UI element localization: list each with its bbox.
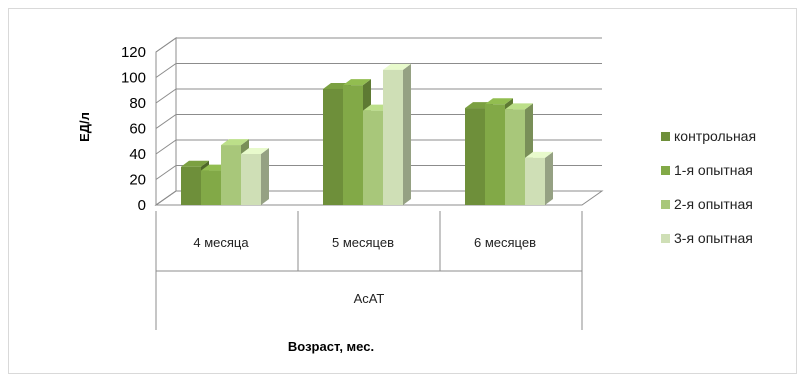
legend-swatch (661, 132, 670, 141)
x-tick-label: 6 месяцев (474, 235, 536, 250)
bar (485, 104, 505, 205)
x-axis-title: Возраст, мес. (288, 339, 374, 354)
y-tick-labels: 0 20 40 60 80 100 120 (121, 44, 146, 214)
bar-top (485, 98, 513, 105)
bar-side (261, 148, 269, 205)
bar-top (241, 148, 269, 154)
x-tick-label: 5 месяцев (332, 235, 394, 250)
bar (363, 110, 383, 205)
y-axis-title: ЕД/л (77, 112, 92, 142)
bar-top (383, 63, 411, 70)
bar-top (221, 139, 249, 146)
legend-label: 2-я опытная (674, 196, 753, 212)
bar (221, 145, 241, 205)
gridline (155, 165, 602, 180)
legend-label: 3-я опытная (674, 230, 753, 246)
gridline (155, 37, 602, 53)
bar-top (525, 151, 553, 158)
bar (383, 69, 403, 205)
chart-svg: 0 20 40 60 80 100 120 4 месяца 5 месяцев 6 месяц… (77, 37, 756, 354)
bar (181, 166, 201, 205)
y-tick-label: 0 (138, 197, 146, 214)
bar (525, 157, 545, 205)
bar-top (343, 79, 371, 86)
bar (201, 170, 221, 205)
legend-swatch (661, 234, 670, 243)
bar (465, 108, 485, 205)
bar (505, 109, 525, 205)
y-tick-label: 120 (121, 44, 146, 61)
bar-top (181, 160, 209, 167)
x-group-label: АсАТ (354, 291, 385, 306)
x-axis: 4 месяца 5 месяцев 6 месяцев АсАТ (155, 211, 583, 330)
chart-area: 0 20 40 60 80 100 120 4 месяца 5 месяцев 6 месяц… (8, 8, 797, 374)
bar (241, 154, 261, 205)
gridlines (155, 37, 602, 206)
gridline (155, 63, 602, 78)
bars (181, 63, 553, 205)
y-tick-label: 40 (129, 146, 146, 163)
x-tick-label: 4 месяца (193, 235, 249, 250)
bar (343, 85, 363, 205)
gridline (155, 114, 602, 129)
bar-side (403, 63, 411, 205)
gridline (155, 139, 602, 155)
y-tick-label: 100 (121, 70, 146, 87)
bar-side (545, 151, 553, 205)
legend: контрольная 1-я опытная 2-я опытная 3-я опы… (661, 128, 756, 246)
y-tick-label: 60 (129, 121, 146, 138)
legend-label: 1-я опытная (674, 162, 753, 178)
legend-swatch (661, 200, 670, 209)
y-tick-label: 20 (129, 172, 146, 189)
legend-label: контрольная (674, 128, 756, 144)
y-tick-label: 80 (129, 95, 146, 112)
bar (323, 88, 343, 205)
gridline (155, 88, 602, 104)
gridline (155, 190, 602, 206)
legend-swatch (661, 166, 670, 175)
bar-top (505, 103, 533, 110)
